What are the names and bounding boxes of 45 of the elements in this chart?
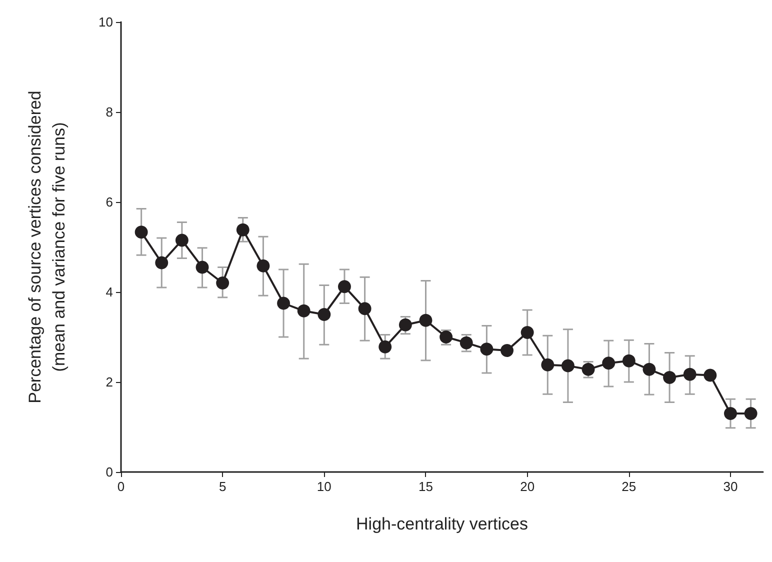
x-tick-label: 15 xyxy=(418,479,433,494)
y-tick-label: 6 xyxy=(106,194,113,210)
point xyxy=(704,368,717,382)
point xyxy=(582,362,595,376)
point xyxy=(663,371,676,384)
point xyxy=(724,407,737,420)
point xyxy=(683,368,696,381)
point xyxy=(744,407,758,420)
x-tick-label: 30 xyxy=(723,479,738,494)
point xyxy=(155,256,168,270)
point xyxy=(480,342,494,356)
y-tick-label: 0 xyxy=(106,464,113,480)
point xyxy=(318,308,331,321)
x-axis-title: High-centrality vertices xyxy=(356,514,528,534)
y-axis-title: Percentage of source vertices considered (mean and variance for five runs) xyxy=(26,90,68,404)
x-tick-label: 20 xyxy=(520,479,535,494)
x-tick-label: 10 xyxy=(316,479,332,494)
point xyxy=(134,226,148,239)
point xyxy=(297,304,310,318)
point xyxy=(175,234,188,247)
point xyxy=(419,314,432,327)
point xyxy=(196,260,209,274)
point xyxy=(520,326,534,339)
point xyxy=(358,302,372,316)
x-tick-label: 25 xyxy=(622,479,636,494)
x-tick-label: 0 xyxy=(117,479,125,494)
y-tick-label: 10 xyxy=(98,14,113,30)
point xyxy=(378,340,392,354)
point xyxy=(277,296,290,310)
point xyxy=(561,359,574,372)
point xyxy=(236,223,250,236)
point xyxy=(602,356,616,370)
point xyxy=(500,344,514,357)
point xyxy=(622,354,636,368)
point xyxy=(256,259,270,272)
y-tick-label: 4 xyxy=(106,284,113,300)
y-tick-label: 2 xyxy=(106,374,113,390)
point xyxy=(216,276,230,290)
y-tick-label: 8 xyxy=(106,104,113,120)
point xyxy=(398,318,412,332)
point xyxy=(642,362,656,376)
x-tick-label: 5 xyxy=(218,479,226,494)
point xyxy=(338,280,351,294)
point xyxy=(460,336,473,350)
point xyxy=(541,358,554,372)
